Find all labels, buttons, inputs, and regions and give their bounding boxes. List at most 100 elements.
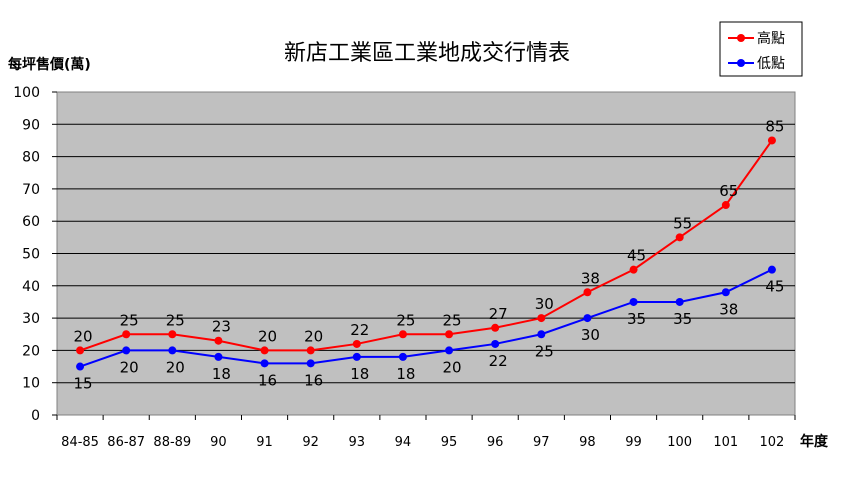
- data-point: [491, 323, 500, 332]
- data-label: 35: [673, 310, 692, 328]
- data-point: [122, 330, 131, 339]
- x-tick-label: 94: [395, 435, 412, 450]
- data-label: 25: [535, 342, 554, 360]
- y-tick-label: 90: [22, 117, 40, 133]
- data-point: [445, 346, 454, 355]
- x-tick-label: 96: [487, 435, 504, 450]
- data-point: [675, 233, 684, 242]
- data-point: [445, 330, 454, 339]
- data-label: 45: [627, 247, 646, 265]
- data-label: 25: [166, 311, 185, 329]
- data-label: 30: [535, 295, 554, 313]
- y-tick-label: 40: [22, 279, 40, 295]
- data-point: [767, 136, 776, 145]
- series-layer: [76, 136, 776, 371]
- y-tick-label: 50: [22, 247, 40, 263]
- data-point: [76, 362, 85, 371]
- data-label: 20: [120, 358, 139, 376]
- data-label: 18: [212, 365, 231, 383]
- series-line-1: [79, 268, 773, 368]
- x-tick-label: 102: [760, 435, 785, 450]
- x-axis-ticks: 84-85 86-87 88-89 90 91 92 93 94 95 96 97 98 99 100 10…: [56, 415, 796, 450]
- data-label: 85: [765, 117, 784, 135]
- data-label: 55: [673, 214, 692, 232]
- data-label: 22: [350, 321, 369, 339]
- x-tick-label: 99: [625, 435, 642, 450]
- data-label: 25: [396, 311, 415, 329]
- data-point: [168, 346, 177, 355]
- data-label: 20: [166, 358, 185, 376]
- y-tick-label: 30: [22, 311, 40, 327]
- data-label: 23: [212, 318, 231, 336]
- legend-label-high: 高點: [757, 30, 785, 47]
- data-label: 30: [581, 326, 600, 344]
- x-tick-label: 91: [256, 435, 273, 450]
- legend-marker-low: [737, 59, 745, 67]
- data-point: [491, 339, 500, 348]
- data-point: [260, 359, 269, 368]
- x-tick-label: 88-89: [153, 435, 191, 450]
- data-point: [721, 288, 730, 297]
- data-point: [306, 346, 315, 355]
- x-tick-label: 95: [441, 435, 458, 450]
- data-point: [537, 330, 546, 339]
- y-tick-label: 10: [22, 376, 40, 392]
- data-point: [583, 288, 592, 297]
- x-tick-label: 92: [302, 435, 319, 450]
- data-label: 20: [304, 327, 323, 345]
- y-axis-title: 每坪售價(萬): [8, 56, 91, 73]
- data-label: 18: [396, 365, 415, 383]
- y-tick-label: 100: [13, 85, 40, 101]
- chart-title: 新店工業區工業地成交行情表: [284, 41, 570, 66]
- y-axis-ticks: 0 10 20 30 40 50 60 70 80 90 100: [13, 85, 57, 424]
- data-point: [306, 359, 315, 368]
- data-point: [168, 330, 177, 339]
- y-tick-label: 20: [22, 343, 40, 359]
- legend-box: [719, 21, 803, 77]
- data-label: 18: [350, 365, 369, 383]
- data-point: [352, 339, 361, 348]
- data-label: 16: [304, 371, 323, 389]
- x-tick-label: 98: [579, 435, 596, 450]
- legend-marker-high: [737, 34, 745, 42]
- data-label: 22: [489, 352, 508, 370]
- x-axis-title: 年度: [800, 433, 829, 450]
- data-label: 25: [120, 311, 139, 329]
- data-label: 38: [719, 300, 738, 318]
- y-tick-label: 80: [22, 150, 40, 166]
- data-point: [721, 201, 730, 210]
- data-point: [767, 265, 776, 274]
- x-tick-label: 97: [533, 435, 550, 450]
- legend-label-low: 低點: [757, 56, 785, 72]
- series-line-0: [79, 139, 773, 352]
- x-tick-label: 101: [713, 435, 738, 450]
- data-label: 20: [74, 327, 93, 345]
- y-tick-label: 60: [22, 214, 40, 230]
- data-label: 15: [74, 375, 93, 393]
- data-point: [629, 265, 638, 274]
- legend: 高點 低點: [719, 21, 803, 77]
- data-point: [214, 352, 223, 361]
- data-point: [76, 346, 85, 355]
- data-point: [629, 297, 638, 306]
- data-label: 38: [581, 269, 600, 287]
- x-tick-label: 90: [210, 435, 227, 450]
- data-point: [352, 352, 361, 361]
- data-point: [122, 346, 131, 355]
- data-label: 45: [765, 278, 784, 296]
- data-label: 35: [627, 310, 646, 328]
- x-tick-label: 86-87: [107, 435, 145, 450]
- y-tick-label: 0: [31, 408, 40, 424]
- data-labels: 20 25 25 23 20 20 22 25 25 27 30 38 45 55 65 85 15 20 20 18…: [74, 117, 785, 392]
- data-label: 20: [443, 358, 462, 376]
- data-point: [398, 352, 407, 361]
- data-point: [675, 297, 684, 306]
- x-tick-label: 93: [349, 435, 366, 450]
- data-label: 20: [258, 327, 277, 345]
- data-label: 65: [719, 182, 738, 200]
- gridlines: [57, 123, 795, 384]
- data-point: [260, 346, 269, 355]
- x-tick-label: 100: [667, 435, 692, 450]
- data-label: 25: [443, 311, 462, 329]
- data-point: [398, 330, 407, 339]
